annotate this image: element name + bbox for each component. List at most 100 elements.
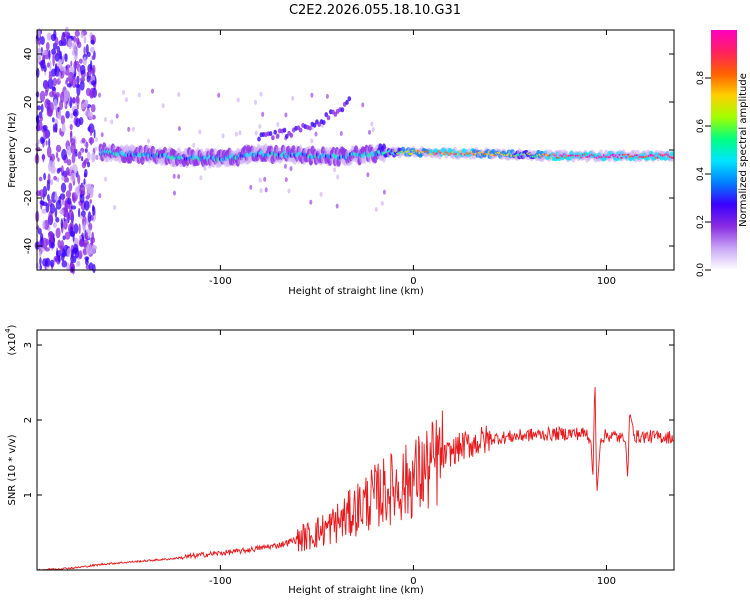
y-tick-label: 2: [23, 417, 34, 423]
colorbar-tick-label: 0.4: [696, 167, 706, 182]
heatmap-cell: [80, 32, 84, 39]
snr-y-ticks: 1 2 3: [23, 342, 674, 498]
heatmap-cell: [57, 106, 60, 113]
y-tick-label: -40: [23, 238, 34, 254]
snr-y-label: SNR (10 * v/v): [7, 434, 18, 505]
heatmap-cell: [70, 205, 77, 210]
heatmap-cell: [87, 211, 92, 224]
heatmap-cell: [91, 244, 96, 255]
y-tick-label: 3: [23, 342, 34, 348]
heatmap-cell: [234, 131, 238, 137]
heatmap-cell: [58, 58, 63, 69]
spectrogram-x-label: Height of straight line (km): [288, 286, 424, 297]
heatmap-cell: [94, 146, 98, 152]
heatmap-cell: [238, 130, 242, 136]
heatmap-cell: [66, 177, 69, 183]
heatmap-cell: [98, 193, 102, 199]
heatmap-cell: [285, 133, 289, 139]
heatmap-cell: [308, 125, 312, 131]
heatmap-cell: [670, 151, 675, 156]
heatmap-cell: [39, 90, 46, 102]
heatmap-cell: [56, 168, 61, 174]
heatmap-cell: [87, 151, 91, 161]
heatmap-cell: [60, 199, 66, 206]
heatmap-cell: [66, 247, 72, 258]
heatmap-cell: [91, 231, 95, 241]
heatmap-cell: [52, 117, 55, 123]
heatmap-cell: [172, 173, 176, 179]
heatmap-cell: [79, 192, 85, 204]
colorbar-tick-label: 0.0: [696, 263, 706, 278]
heatmap-cell: [46, 62, 51, 68]
heatmap-cell: [39, 250, 42, 258]
heatmap-cell: [289, 132, 294, 138]
heatmap-cell: [54, 191, 58, 201]
heatmap-cell: [66, 77, 69, 82]
colorbar: 0.0 0.2 0.4 0.6 0.8 Normalized spectral ampl…: [696, 30, 749, 277]
heatmap-cell: [61, 175, 65, 181]
heatmap-cell: [37, 47, 41, 53]
heatmap-cell: [70, 142, 76, 154]
heatmap-cell: [93, 129, 96, 139]
heatmap-cell: [88, 137, 95, 144]
heatmap-cell: [92, 204, 95, 212]
heatmap-cell: [50, 153, 55, 162]
heatmap-cell: [79, 184, 86, 195]
heatmap-cell: [42, 124, 48, 132]
heatmap-cell: [42, 220, 46, 230]
heatmap-cell: [55, 250, 62, 258]
heatmap-cell: [254, 130, 258, 136]
heatmap-cell: [124, 97, 128, 103]
heatmap-cell: [50, 165, 56, 174]
heatmap-cell: [40, 103, 44, 113]
heatmap-cell: [284, 177, 288, 183]
heatmap-cell: [60, 239, 65, 252]
heatmap-cell: [60, 209, 64, 215]
heatmap-cell: [54, 36, 59, 47]
heatmap-cell: [95, 154, 99, 160]
colorbar-tick-label: 0.2: [696, 215, 706, 229]
heatmap-cell: [273, 129, 278, 135]
heatmap-cell: [74, 30, 80, 37]
heatmap-cell: [79, 80, 85, 91]
heatmap-cell: [371, 127, 375, 132]
heatmap-cell: [88, 111, 94, 120]
heatmap-cell: [51, 48, 56, 55]
heatmap-cell: [48, 49, 51, 60]
heatmap-cell: [63, 217, 66, 222]
snr-scale-suffix: ): [7, 324, 18, 328]
heatmap-cell: [314, 131, 318, 137]
heatmap-cell: [268, 131, 273, 137]
heatmap-cell: [127, 126, 131, 132]
heatmap-cell: [287, 188, 291, 194]
heatmap-cell: [78, 58, 83, 64]
heatmap-cell: [39, 264, 42, 271]
heatmap-cell: [64, 231, 71, 240]
heatmap-cell: [259, 188, 263, 193]
heatmap-cell: [110, 119, 114, 125]
heatmap-cell: [61, 35, 64, 43]
heatmap-cell: [41, 208, 47, 214]
heatmap-cell: [90, 46, 95, 53]
heatmap-cell: [87, 185, 92, 194]
heatmap-cell: [54, 207, 58, 218]
heatmap-cell: [263, 176, 267, 182]
heatmap-cell: [85, 44, 89, 55]
heatmap-cell: [319, 191, 323, 197]
heatmap-cell: [43, 172, 46, 181]
heatmap-cell: [52, 77, 58, 87]
snr-series: [37, 386, 674, 571]
heatmap-cell: [57, 157, 60, 162]
heatmap-cell: [91, 151, 96, 163]
heatmap-cell: [60, 131, 65, 137]
heatmap-cell: [374, 207, 378, 212]
heatmap-cell: [60, 115, 65, 125]
heatmap-cell: [83, 200, 90, 211]
heatmap-cell: [49, 259, 55, 268]
heatmap-cell: [366, 172, 370, 178]
heatmap-cell: [66, 209, 69, 222]
heatmap-cell: [335, 203, 339, 209]
heatmap-cell: [72, 41, 77, 52]
heatmap-cell: [89, 199, 92, 204]
heatmap-cell: [50, 241, 55, 249]
